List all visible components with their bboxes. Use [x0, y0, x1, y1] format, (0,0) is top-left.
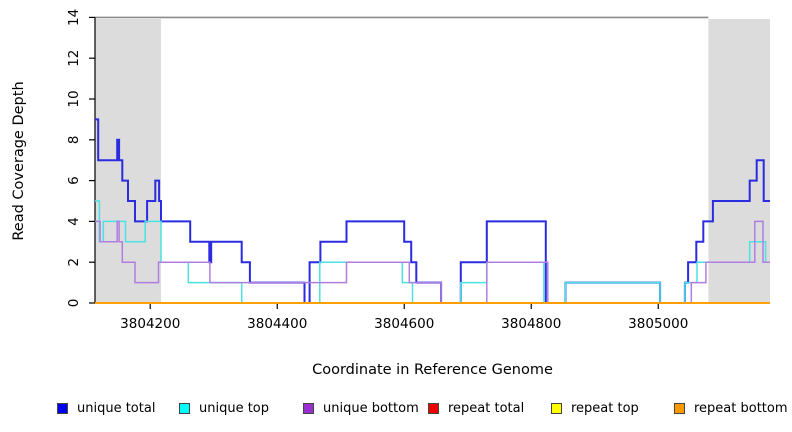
legend-item-repeat-top: repeat top — [551, 399, 639, 417]
legend-label: unique total — [77, 400, 156, 416]
series-unique-bottom — [95, 220, 770, 304]
legend-swatch-icon — [179, 402, 190, 414]
y-tick-label: 10 — [66, 90, 82, 107]
y-tick-label: 14 — [66, 9, 82, 26]
legend-item-unique-total: unique total — [57, 399, 155, 417]
series-unique-total — [95, 118, 770, 304]
legend-swatch-icon — [303, 402, 314, 414]
x-tick-label: 3804400 — [247, 316, 307, 332]
legend-swatch-icon — [428, 402, 439, 414]
legend-swatch-icon — [674, 402, 685, 414]
y-tick-label: 2 — [66, 258, 82, 267]
chart-legend: unique total unique top unique bottom repea… — [0, 399, 792, 423]
legend-item-unique-bottom: unique bottom — [303, 399, 419, 417]
y-tick-label: 8 — [66, 136, 82, 145]
x-tick-label: 3805000 — [628, 316, 688, 332]
x-tick-label: 3804200 — [120, 316, 180, 332]
legend-label: repeat total — [448, 400, 525, 416]
x-tick-label: 3804800 — [501, 316, 561, 332]
legend-item-repeat-bottom: repeat bottom — [674, 399, 788, 417]
legend-label: repeat top — [571, 400, 639, 416]
legend-label: repeat bottom — [694, 400, 788, 416]
y-tick-label: 12 — [66, 50, 82, 67]
legend-swatch-icon — [57, 402, 68, 414]
legend-item-repeat-total: repeat total — [428, 399, 524, 417]
legend-item-unique-top: unique top — [179, 399, 269, 417]
x-tick-label: 3804600 — [374, 316, 434, 332]
legend-label: unique bottom — [323, 400, 419, 416]
x-axis-title: Coordinate in Reference Genome — [312, 362, 553, 378]
y-axis-title: Read Coverage Depth — [11, 81, 27, 241]
legend-label: unique top — [199, 400, 270, 416]
legend-swatch-icon — [551, 402, 562, 414]
y-tick-label: 0 — [66, 299, 82, 308]
y-tick-label: 4 — [66, 217, 82, 226]
y-tick-label: 6 — [66, 176, 82, 185]
series-unique-top — [95, 200, 770, 304]
